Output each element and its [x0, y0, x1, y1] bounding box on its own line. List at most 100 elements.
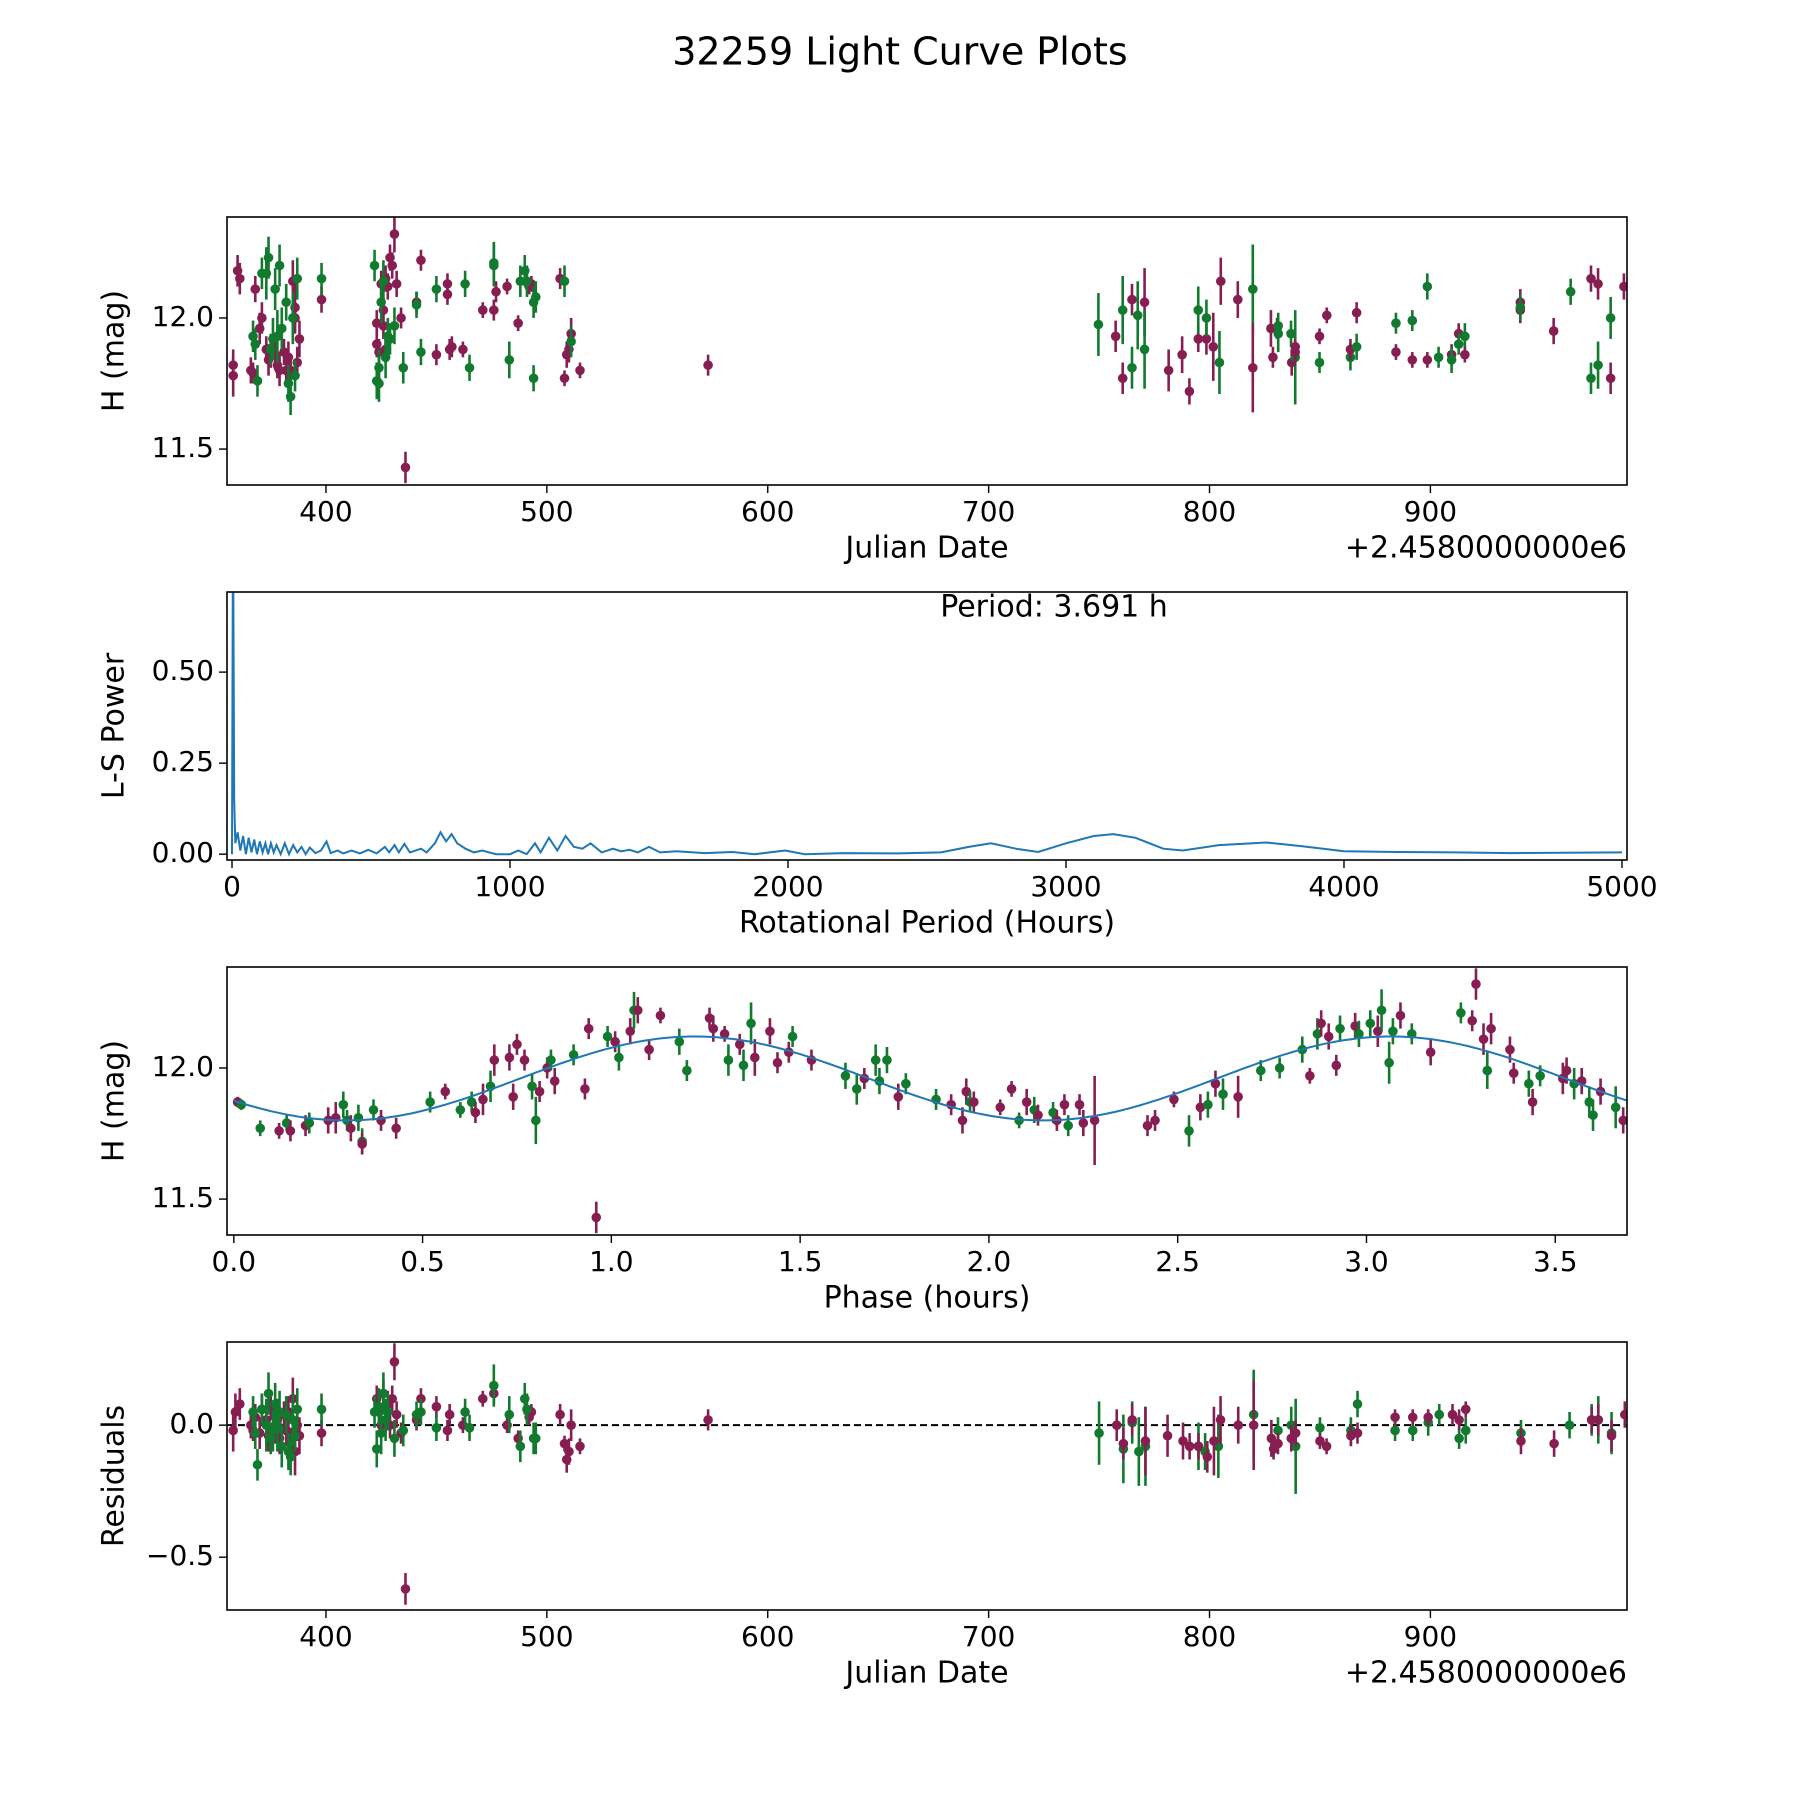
data-point — [555, 1404, 565, 1426]
point-marker — [257, 1404, 267, 1415]
point-marker — [274, 1126, 284, 1136]
point-marker — [1584, 1097, 1595, 1107]
data-point — [1232, 281, 1243, 318]
data-point — [1290, 338, 1301, 366]
data-point — [704, 1007, 715, 1029]
data-point — [1508, 1062, 1519, 1084]
point-marker — [1447, 1409, 1458, 1420]
point-marker — [882, 1055, 892, 1065]
point-marker — [1535, 1071, 1545, 1081]
data-point — [1524, 1070, 1534, 1097]
point-marker — [1354, 1029, 1364, 1039]
point-marker — [575, 1441, 585, 1452]
point-marker — [1218, 1089, 1228, 1099]
point-marker — [1273, 1425, 1283, 1436]
periodogram-line — [231, 592, 1623, 857]
point-marker — [1290, 1428, 1301, 1438]
data-point — [527, 1073, 537, 1100]
data-point — [734, 1033, 745, 1055]
point-marker — [248, 1407, 258, 1417]
point-marker — [235, 273, 245, 284]
data-point — [250, 328, 261, 360]
point-marker — [1351, 342, 1362, 352]
point-marker — [1210, 1078, 1221, 1089]
point-marker — [1323, 1031, 1334, 1042]
data-point — [1447, 1404, 1458, 1426]
data-point — [575, 1438, 585, 1455]
point-marker — [1162, 1430, 1173, 1441]
data-point — [447, 336, 457, 358]
point-marker — [281, 297, 291, 308]
data-point — [1619, 273, 1627, 300]
point-marker — [1376, 1005, 1387, 1016]
point-marker — [1471, 979, 1481, 989]
data-point — [901, 1073, 911, 1095]
data-point — [840, 1062, 851, 1089]
point-marker — [1593, 360, 1603, 370]
data-point — [1006, 1081, 1017, 1097]
point-marker — [522, 1404, 532, 1415]
y-tick-label: 0.50 — [152, 654, 214, 687]
point-marker — [1460, 349, 1470, 360]
data-point — [235, 262, 245, 295]
point-marker — [772, 1057, 783, 1068]
point-marker — [261, 1420, 272, 1430]
point-marker — [255, 1123, 266, 1134]
data-point — [281, 1396, 291, 1434]
data-point — [1423, 1409, 1433, 1426]
point-marker — [257, 313, 267, 323]
point-marker — [1454, 1433, 1464, 1444]
x-offset-text: +2.4580000000e6 — [1345, 1656, 1627, 1691]
data-point — [957, 1107, 968, 1134]
y-tick-label: 12.0 — [152, 300, 214, 333]
data-point — [1454, 1409, 1464, 1431]
point-marker — [1565, 286, 1576, 297]
point-marker — [378, 1388, 389, 1399]
x-tick-label: 400 — [299, 495, 352, 528]
y-axis-label: H (mag) — [97, 290, 132, 412]
data-point — [566, 325, 576, 358]
x-tick-label: 800 — [1183, 495, 1236, 528]
data-point — [772, 1052, 783, 1074]
data-point — [257, 1393, 267, 1426]
point-marker — [1564, 1420, 1575, 1430]
point-marker — [425, 1097, 435, 1107]
y-tick-label: −0.5 — [146, 1539, 214, 1572]
data-point — [460, 270, 470, 297]
point-marker — [460, 1407, 470, 1417]
point-marker — [447, 342, 457, 352]
point-marker — [416, 1407, 426, 1417]
point-marker — [1606, 1430, 1617, 1441]
data-point — [1314, 328, 1325, 345]
point-marker — [250, 339, 261, 349]
data-point — [1215, 257, 1226, 305]
point-marker — [765, 1026, 775, 1037]
point-marker — [555, 1409, 565, 1420]
point-marker — [470, 1107, 481, 1118]
x-tick-label: 2.0 — [967, 1245, 1012, 1278]
data-point — [750, 1039, 760, 1076]
point-marker — [1407, 355, 1418, 365]
data-point — [1593, 1404, 1604, 1436]
point-marker — [440, 1086, 451, 1097]
data-point — [1033, 1104, 1043, 1126]
point-marker — [1233, 1092, 1243, 1102]
x-tick-label: 1000 — [474, 870, 545, 903]
data-point — [559, 1435, 570, 1452]
axes-frame — [226, 216, 1628, 486]
data-point — [1215, 1396, 1226, 1444]
data-point — [1390, 1409, 1400, 1426]
data-point — [1201, 299, 1212, 337]
point-marker — [995, 1102, 1006, 1113]
point-marker — [458, 344, 468, 355]
data-point — [1618, 1107, 1627, 1134]
point-marker — [1315, 1423, 1325, 1433]
data-point — [1373, 1015, 1383, 1047]
data-point — [1619, 1401, 1627, 1428]
data-point — [1548, 317, 1559, 345]
point-marker — [1482, 1065, 1493, 1076]
point-marker — [1215, 1415, 1226, 1425]
data-point — [655, 1007, 666, 1024]
point-marker — [398, 1425, 409, 1436]
point-marker — [1248, 362, 1258, 373]
